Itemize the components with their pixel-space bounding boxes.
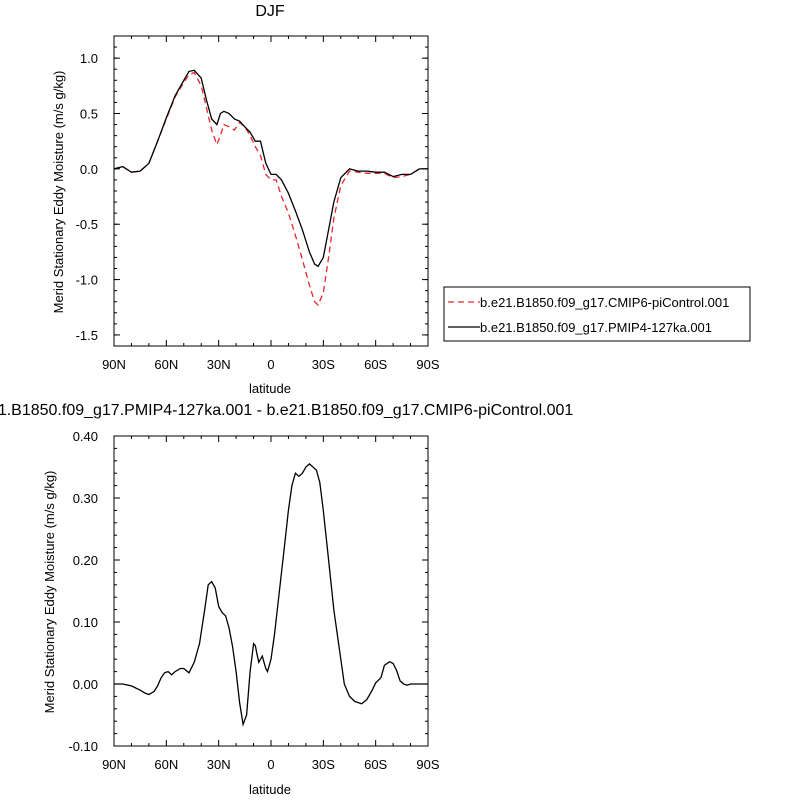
x-tick-label: 60N (154, 757, 178, 772)
x-tick-label: 30N (207, 357, 231, 372)
y-tick-label: 0.5 (80, 107, 98, 122)
y-tick-label: -1.5 (76, 328, 98, 343)
y-axis-label: Merid Stationary Eddy Moisture (m/s g/kg… (51, 71, 66, 314)
x-tick-label: 60N (154, 357, 178, 372)
y-tick-label: -0.5 (76, 217, 98, 232)
x-axis-label: latitude (249, 381, 291, 396)
x-tick-label: 60S (364, 757, 387, 772)
x-tick-label: 60S (364, 357, 387, 372)
y-tick-label: 0.00 (73, 677, 98, 692)
panel-top: DJF Merid Stationary Eddy Moisture (m/s … (51, 3, 751, 396)
x-axis-label: latitude (249, 782, 291, 797)
chart-title: DJF (255, 3, 285, 20)
legend-label: b.e21.B1850.f09_g17.CMIP6-piControl.001 (480, 295, 729, 310)
y-axis-label: Merid Stationary Eddy Moisture (m/s g/kg… (42, 471, 57, 714)
y-tick-label: 0.0 (80, 162, 98, 177)
y-tick-label: 0.40 (73, 429, 98, 444)
x-tick-label: 90S (416, 357, 439, 372)
y-tick-label: 0.20 (73, 553, 98, 568)
panel-bottom: b.e21.B1850.f09_g17.PMIP4-127ka.001 - b.… (0, 402, 573, 797)
series-line (114, 463, 428, 727)
plot-frame (113, 435, 429, 747)
y-tick-label: -1.0 (76, 273, 98, 288)
x-tick-label: 90S (416, 757, 439, 772)
y-tick-label: 0.10 (73, 615, 98, 630)
y-tick-label: 1.0 (80, 51, 98, 66)
x-tick-label: 0 (267, 357, 274, 372)
x-tick-label: 30S (312, 357, 335, 372)
series-line (113, 71, 428, 307)
legend-box (443, 286, 751, 342)
x-tick-label: 30S (312, 757, 335, 772)
x-tick-label: 30N (207, 757, 231, 772)
x-tick-label: 90N (102, 357, 126, 372)
y-tick-label: 0.30 (73, 491, 98, 506)
plot-frame (113, 35, 429, 347)
x-tick-label: 90N (102, 757, 126, 772)
chart-title: b.e21.B1850.f09_g17.PMIP4-127ka.001 - b.… (0, 402, 573, 419)
legend-label: b.e21.B1850.f09_g17.PMIP4-127ka.001 (480, 320, 712, 335)
series-line (113, 69, 428, 268)
y-tick-label: -0.10 (68, 739, 98, 754)
x-tick-label: 0 (267, 757, 274, 772)
